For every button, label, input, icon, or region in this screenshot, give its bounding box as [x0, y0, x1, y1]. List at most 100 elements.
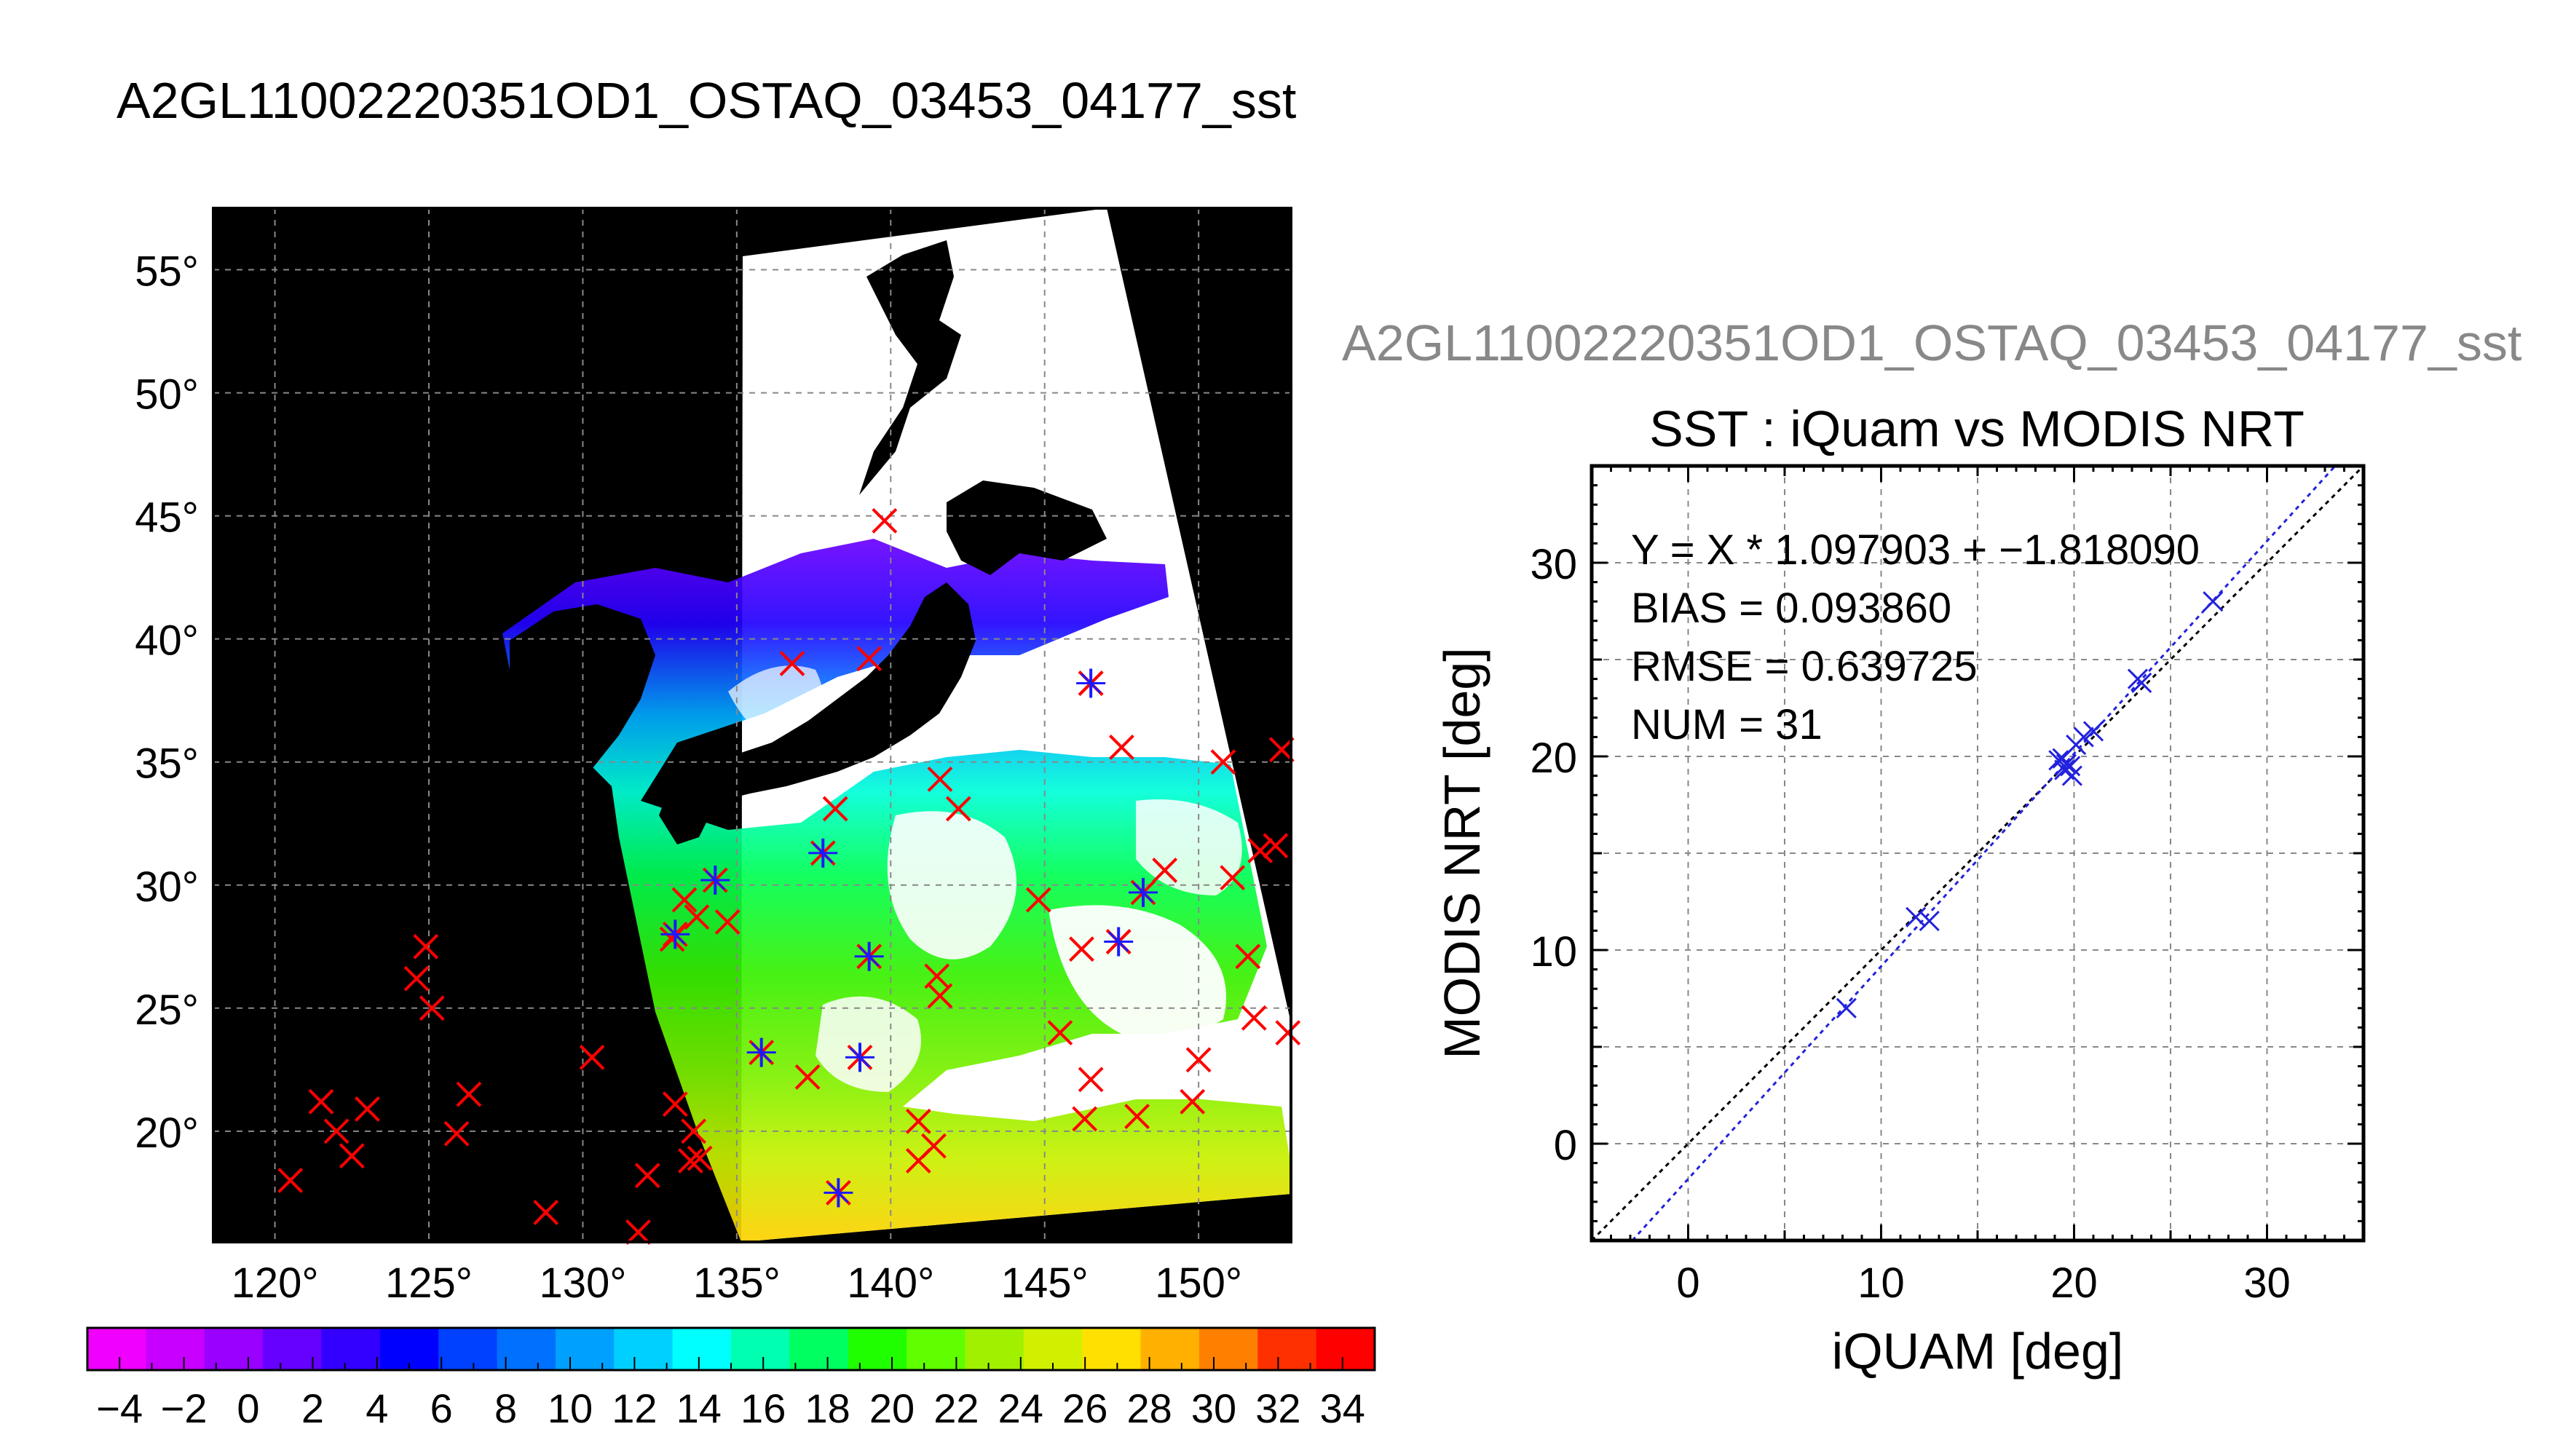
colorbar-segment [672, 1328, 732, 1370]
in-situ-point [1268, 737, 1295, 763]
colorbar-tick-label: 30 [1191, 1385, 1236, 1431]
scatter-point [1906, 906, 1927, 927]
matchup-point [1076, 668, 1106, 698]
colorbar-segment [614, 1328, 674, 1370]
colorbar-segment [321, 1328, 381, 1370]
colorbar-segment [965, 1328, 1024, 1370]
longitude-labels: 120° 125° 130° 135° 140° 145° 150° [232, 1259, 1243, 1307]
in-situ-point [872, 507, 898, 534]
longitude-tick-label: 130° [539, 1259, 626, 1307]
scatter-point [1836, 997, 1857, 1018]
scatter-point [2082, 721, 2104, 742]
longitude-tick-label: 140° [847, 1259, 934, 1307]
longitude-tick-label: 120° [232, 1259, 319, 1307]
in-situ-point [403, 965, 430, 992]
y-tick-label: 0 [1554, 1122, 1577, 1169]
in-situ-point [1072, 1106, 1098, 1132]
y-tick-label: 10 [1530, 928, 1577, 976]
scatter-plot: SST : iQuam vs MODIS NRT 0 10 20 300102030 … [1434, 400, 2366, 1380]
in-situ-point [927, 766, 953, 792]
in-situ-point [1241, 1005, 1267, 1031]
latitude-tick-label: 45° [135, 494, 199, 542]
colorbar-segment [555, 1328, 615, 1370]
in-situ-point [905, 1108, 931, 1134]
colorbar-segment [848, 1328, 907, 1370]
x-tick-label: 10 [1857, 1259, 1905, 1307]
in-situ-point [678, 1148, 703, 1174]
in-situ-point [456, 1081, 482, 1107]
in-situ-point [822, 796, 848, 822]
scatter-point [2056, 753, 2077, 775]
fit-line [1631, 464, 2337, 1242]
latitude-tick-label: 50° [135, 371, 199, 419]
in-situ-point [1263, 833, 1289, 859]
in-situ-point [779, 651, 805, 676]
matchup-point [1129, 877, 1158, 907]
matchup-point [854, 941, 884, 971]
colorbar-segment [204, 1328, 264, 1370]
matchup-point [700, 866, 730, 895]
matchup-markers [660, 668, 1158, 1208]
colorbar-tick-label: 24 [998, 1385, 1043, 1431]
in-situ-point [625, 1219, 651, 1245]
longitude-tick-label: 150° [1155, 1259, 1242, 1307]
in-situ-point [687, 1145, 713, 1171]
in-situ-point [662, 1091, 688, 1117]
colorbar-segment [438, 1328, 498, 1370]
in-situ-point [1247, 838, 1273, 863]
in-situ-point [1235, 943, 1261, 970]
latitude-tick-label: 35° [135, 740, 199, 788]
in-situ-point [1078, 1067, 1104, 1093]
in-situ-point [1152, 858, 1178, 883]
x-tick-label: 0 [1676, 1259, 1699, 1307]
colorbar-tick-label: 20 [869, 1385, 915, 1431]
in-situ-point [419, 995, 445, 1021]
land-kyushu [659, 779, 714, 844]
scatter-point [2203, 591, 2224, 612]
scatter-ticks: 0 10 20 30 0 10 20 30 [1530, 466, 2364, 1307]
colorbar-segment [1316, 1328, 1375, 1370]
in-situ-point [308, 1088, 334, 1115]
fit-statistic-line: NUM = 31 [1631, 701, 1823, 748]
fit-statistic-line: BIAS = 0.093860 [1631, 585, 1951, 632]
fit-statistics: Y = X * 1.097903 + −1.818090 BIAS = 0.093… [1631, 526, 2200, 748]
longitude-tick-label: 145° [1001, 1259, 1089, 1307]
in-situ-markers [277, 507, 1301, 1245]
fit-statistic-line: RMSE = 0.639725 [1631, 643, 1978, 690]
scatter-point [2073, 727, 2094, 748]
in-situ-point [355, 1096, 380, 1122]
latitude-tick-label: 20° [135, 1109, 199, 1157]
in-situ-point [794, 1064, 821, 1090]
colorbar-tick-label: −4 [96, 1385, 143, 1431]
in-situ-point [927, 983, 953, 1009]
colorbar-segment [1140, 1328, 1200, 1370]
colorbar: −4 −2 0 2 4 6 8 10 12 14 16 18 20 22 24 26 28 30 32 34 [86, 1326, 1376, 1431]
colorbar-tick-label: 12 [612, 1385, 657, 1431]
scatter-point [2061, 765, 2082, 786]
matchup-point [1104, 927, 1134, 957]
x-tick-label: 20 [2050, 1259, 2098, 1307]
colorbar-ticks: −4 −2 0 2 4 6 8 10 12 14 16 18 20 22 24 26 28 30 32 34 [87, 1357, 1375, 1431]
latitude-tick-label: 40° [135, 617, 199, 665]
colorbar-tick-label: 22 [933, 1385, 979, 1431]
land-asia-coast [213, 208, 743, 815]
scatter-point [2052, 748, 2073, 769]
colorbar-segment [789, 1328, 849, 1370]
y-axis-label: MODIS NRT [deg] [1434, 647, 1490, 1059]
land-sakhalin [859, 240, 961, 495]
in-situ-point [579, 1045, 605, 1070]
in-situ-point [671, 887, 698, 913]
colorbar-tick-label: 18 [805, 1385, 850, 1431]
colorbar-tick-label: 6 [430, 1385, 453, 1431]
matchup-point [845, 1042, 874, 1072]
in-situ-point [339, 1143, 365, 1169]
colorbar-tick-label: 0 [237, 1385, 259, 1431]
scatter-point [2131, 672, 2152, 693]
colorbar-tick-label: 16 [741, 1385, 786, 1431]
scatter-filename-label: A2GL11002220351OD1_OSTAQ_03453_04177_sst [1342, 314, 2522, 371]
in-situ-point [1124, 1104, 1150, 1129]
in-situ-point [277, 1168, 304, 1193]
map-frame [212, 207, 1292, 1243]
colorbar-segment [731, 1328, 790, 1370]
